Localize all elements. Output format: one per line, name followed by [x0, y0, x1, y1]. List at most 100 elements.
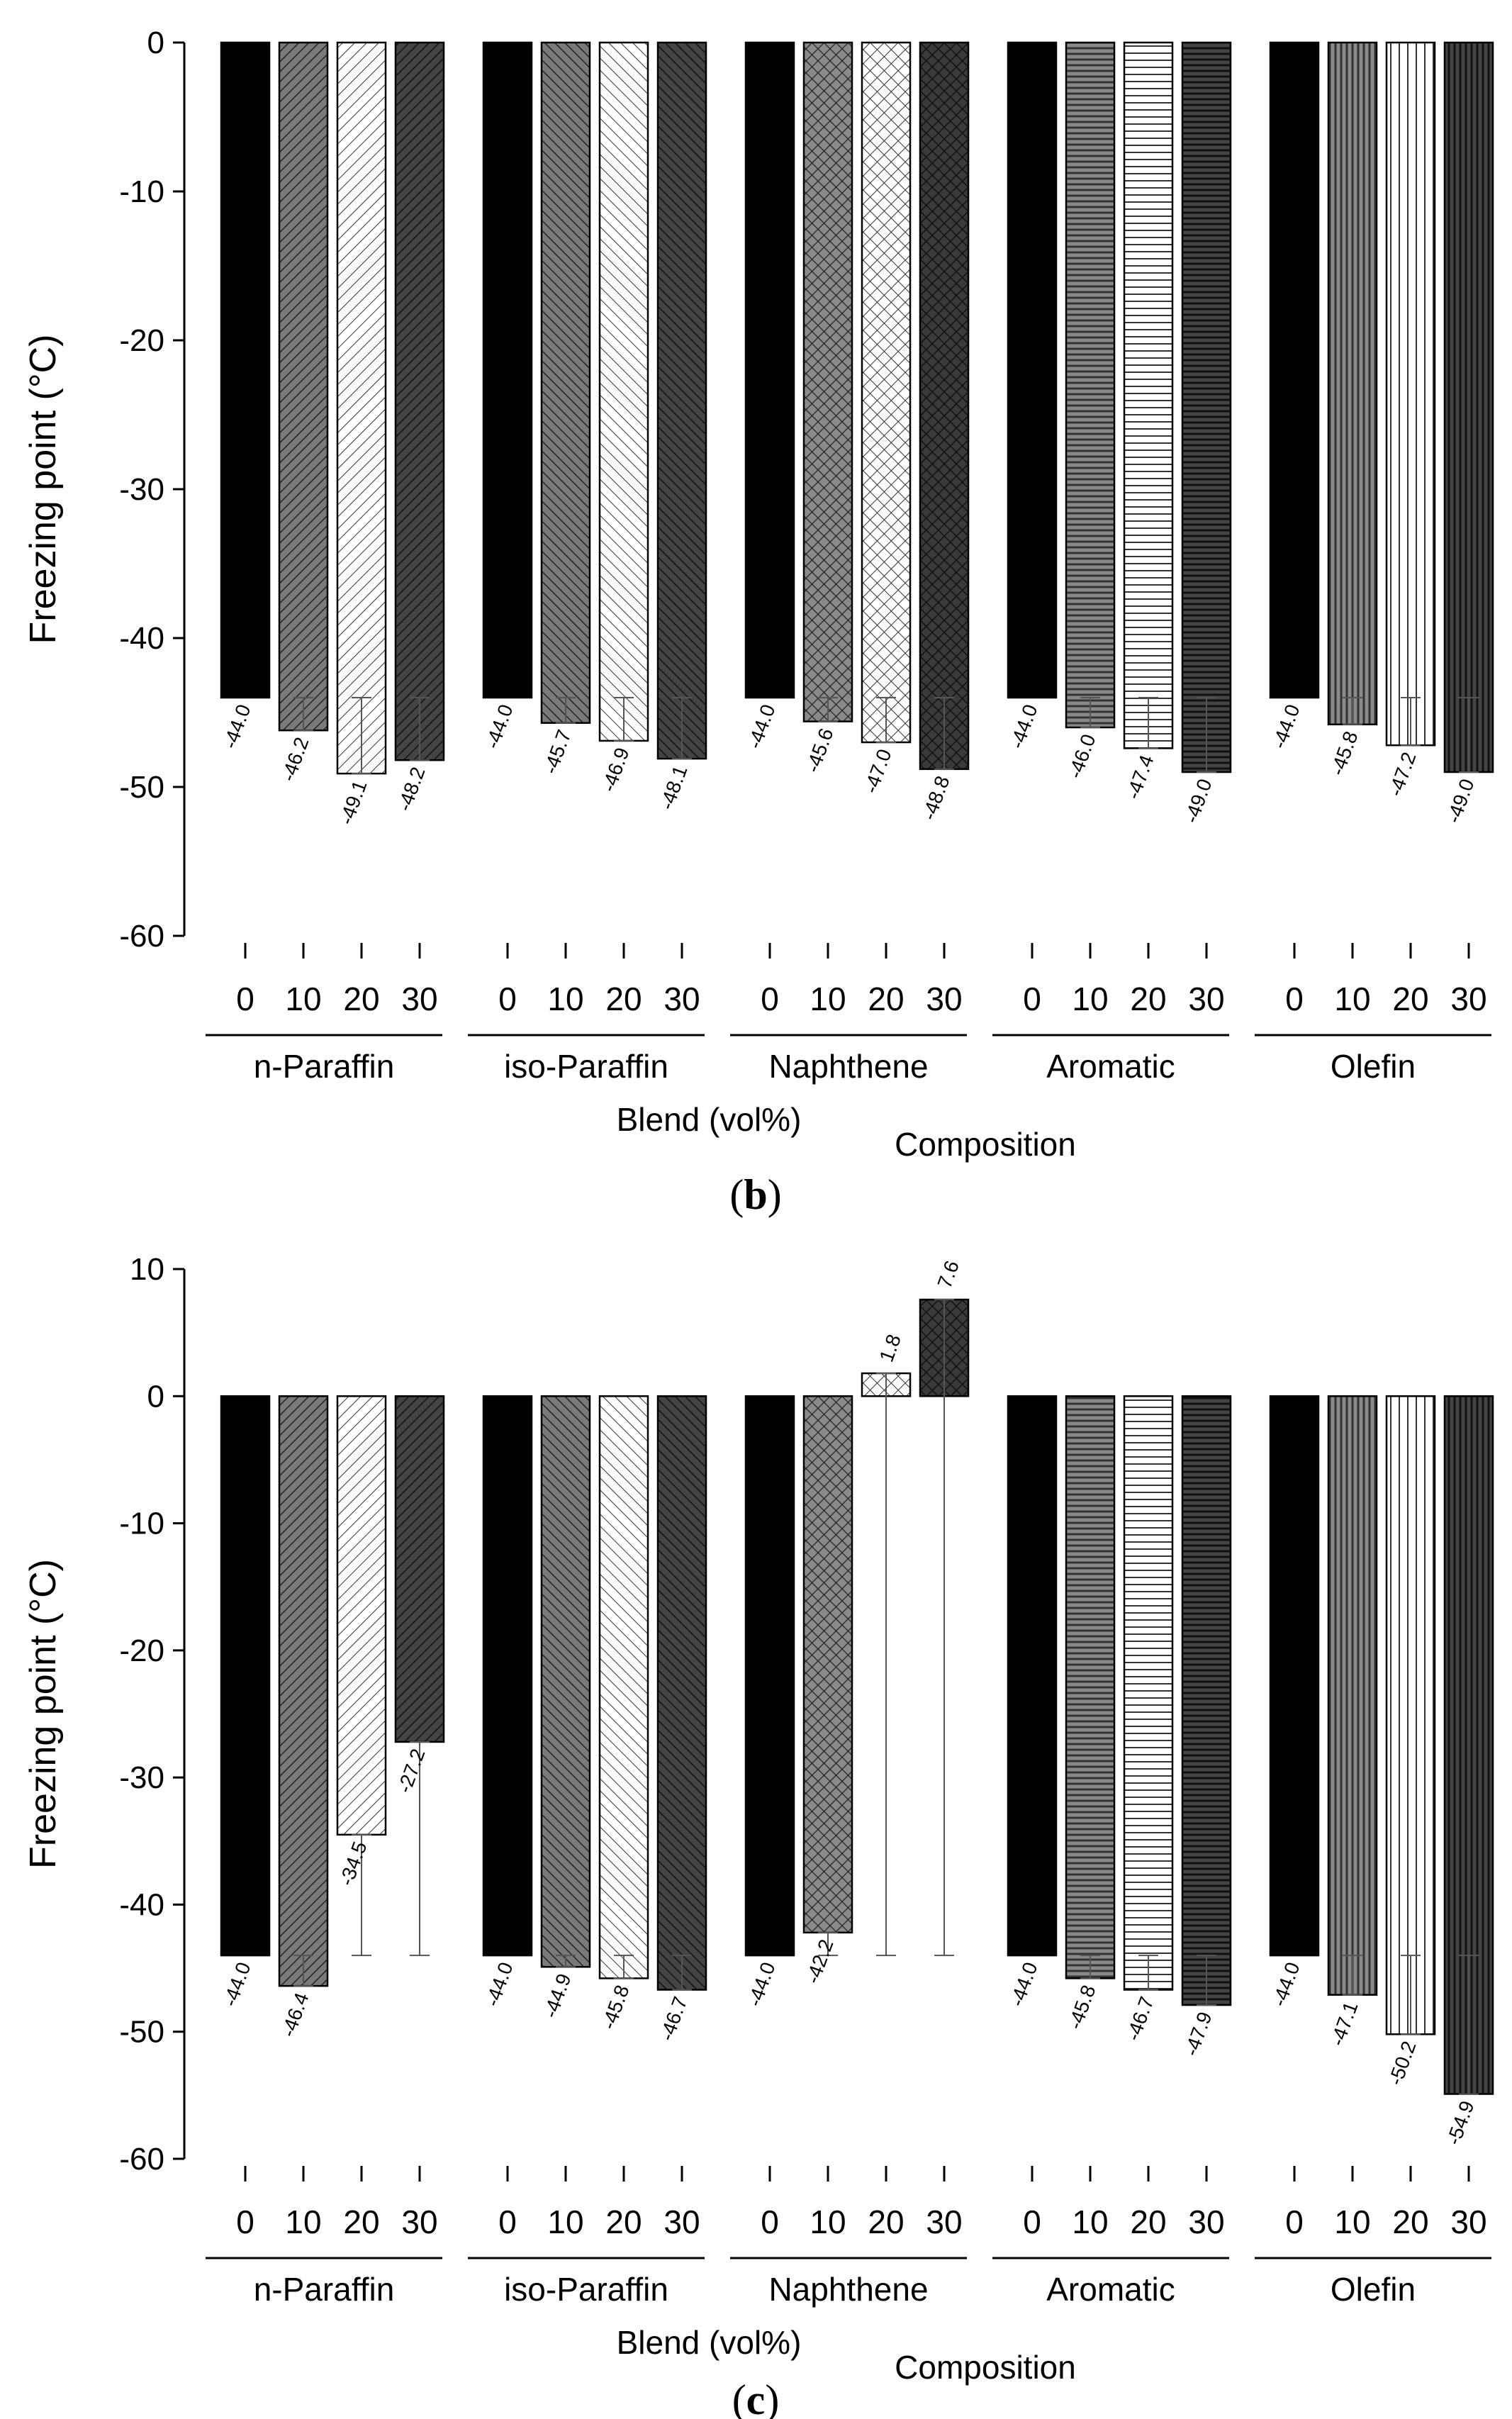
value-label: -47.1: [1326, 1999, 1362, 2049]
bar-naphthene-20: [861, 41, 912, 744]
value-label: -44.0: [1268, 701, 1304, 752]
bar-aromatic-30: [1181, 41, 1232, 773]
bar-n-paraffin-30: [394, 1395, 445, 1743]
value-label: -54.9: [1443, 2098, 1479, 2148]
x-axis-title-composition: Composition: [895, 2349, 1076, 2386]
y-tick-label: -10: [119, 1507, 164, 1541]
value-label: -46.4: [277, 1990, 313, 2040]
blend-level-label: 10: [810, 2203, 846, 2240]
y-tick-label: -40: [119, 621, 164, 656]
y-tick-label: -60: [119, 919, 164, 954]
value-label: -46.7: [1122, 1994, 1158, 2044]
y-tick-label: -10: [119, 174, 164, 209]
bar-olefin-20: [1385, 41, 1436, 747]
value-label: -47.2: [1384, 749, 1421, 800]
blend-level-label: 20: [1130, 2203, 1166, 2240]
value-label: -46.7: [656, 1994, 692, 2044]
value-label: -47.0: [860, 746, 896, 796]
value-label: -47.9: [1180, 2009, 1216, 2060]
bar-naphthene-30: [919, 41, 970, 771]
blend-level-label: 10: [547, 2203, 583, 2240]
y-tick-label: -60: [119, 2142, 164, 2177]
bar-olefin-0: [1269, 41, 1320, 699]
y-tick-label: -20: [119, 323, 164, 358]
blend-level-label: 20: [605, 981, 642, 1017]
bar-n-paraffin-10: [278, 41, 329, 732]
panel-paren-open: (: [732, 2376, 746, 2419]
y-tick-label: -30: [119, 472, 164, 507]
bar-n-paraffin-0: [220, 1395, 271, 1957]
bar-naphthene-0: [744, 41, 795, 699]
y-tick-label: 10: [130, 1252, 164, 1287]
blend-level-label: 0: [236, 2203, 254, 2240]
bar-iso-paraffin-0: [482, 41, 533, 699]
bar-olefin-30: [1443, 41, 1494, 773]
bar-aromatic-10: [1065, 41, 1116, 729]
blend-level-label: 30: [1188, 2203, 1224, 2240]
blend-level-label: 30: [1188, 981, 1224, 1017]
bar-iso-paraffin-30: [656, 1395, 707, 1991]
blend-level-label: 30: [926, 2203, 962, 2240]
group-label: Aromatic: [1046, 2271, 1175, 2308]
bar-aromatic-10: [1065, 1395, 1116, 1979]
blend-level-label: 0: [1285, 2203, 1304, 2240]
y-tick-label: -50: [119, 2015, 164, 2050]
value-label: -42.2: [802, 1936, 838, 1987]
value-label: -44.0: [219, 701, 255, 752]
panel-letter: b: [744, 1171, 767, 1218]
value-label: -46.0: [1064, 731, 1100, 781]
blend-level-label: 10: [1334, 981, 1370, 1017]
blend-level-label: 20: [605, 2203, 642, 2240]
blend-level-label: 30: [663, 981, 700, 1017]
bar-iso-paraffin-10: [540, 41, 591, 724]
bar-n-paraffin-30: [394, 41, 445, 761]
bar-naphthene-0: [744, 1395, 795, 1957]
blend-level-label: 0: [1023, 2203, 1041, 2240]
bar-aromatic-0: [1007, 1395, 1058, 1957]
value-label: -48.8: [918, 773, 954, 823]
group-label: Olefin: [1331, 2271, 1416, 2308]
blend-level-label: 10: [285, 2203, 321, 2240]
blend-level-label: 10: [1334, 2203, 1370, 2240]
value-label: -45.8: [1326, 728, 1362, 778]
value-label: -49.1: [335, 778, 371, 828]
panel-label: (c): [732, 2376, 780, 2419]
panel-paren-open: (: [729, 1171, 744, 1218]
blend-level-label: 0: [236, 981, 254, 1017]
group-label: Olefin: [1331, 1048, 1416, 1085]
bar-n-paraffin-10: [278, 1395, 329, 1987]
panel-paren-close: ): [765, 2376, 779, 2419]
y-tick-label: -30: [119, 1760, 164, 1795]
blend-level-label: 10: [1072, 981, 1108, 1017]
chart-panel-b: 0 -10 -20 -30 -40 -50 -60 Freezing point (°C) -4…: [23, 26, 1494, 1218]
bar-aromatic-20: [1123, 1395, 1174, 1991]
group-label: iso-Paraffin: [504, 2271, 668, 2308]
panel-letter: c: [746, 2376, 766, 2419]
blend-level-label: 0: [761, 981, 779, 1017]
y-tick-label: -20: [119, 1633, 164, 1668]
value-label: -50.2: [1384, 2038, 1421, 2089]
value-label: -49.0: [1443, 776, 1479, 826]
blend-level-label: 30: [401, 981, 437, 1017]
bar-iso-paraffin-20: [598, 41, 649, 742]
value-label: -44.0: [1268, 1960, 1304, 2010]
value-label: -44.0: [219, 1960, 255, 2010]
bar-olefin-0: [1269, 1395, 1320, 1957]
value-label: 7.6: [934, 1258, 963, 1291]
value-label: -47.4: [1122, 752, 1158, 803]
blend-level-label: 30: [926, 981, 962, 1017]
bar-n-paraffin-20: [336, 1395, 387, 1836]
blend-level-label: 30: [663, 2203, 700, 2240]
value-label: -46.2: [277, 734, 313, 785]
value-label: -45.8: [1064, 1982, 1100, 2033]
y-tick-label: -40: [119, 1887, 164, 1922]
value-label: -48.2: [393, 764, 430, 815]
value-label: -46.9: [598, 744, 634, 795]
bar-aromatic-0: [1007, 41, 1058, 699]
blend-level-label: 10: [1072, 2203, 1108, 2240]
blend-level-label: 20: [1392, 2203, 1428, 2240]
bar-aromatic-20: [1123, 41, 1174, 749]
x-axis-title-blend: Blend (vol%): [617, 1101, 802, 1138]
blend-level-label: 30: [1450, 2203, 1486, 2240]
y-tick-label: 0: [147, 1379, 164, 1414]
